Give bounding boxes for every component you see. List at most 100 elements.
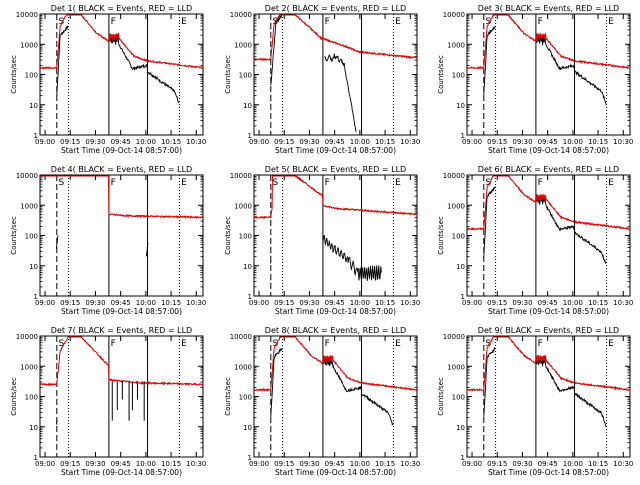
- lld-series-line: [466, 175, 631, 231]
- x-tick-label: 09:15: [487, 460, 507, 468]
- marker-label: E: [608, 339, 614, 349]
- y-tick-label: 100: [452, 72, 465, 80]
- y-tick-label: 10000: [443, 11, 465, 19]
- y-tick-label: 100: [25, 72, 38, 80]
- plot-frame: [466, 335, 631, 458]
- marker-label: F: [538, 339, 543, 349]
- x-tick-label: 09:15: [60, 460, 80, 468]
- x-tick-label: 10:15: [161, 138, 181, 146]
- events-series-line: [270, 13, 357, 133]
- y-axis-label: Counts/sec: [224, 377, 232, 416]
- x-tick-label: 09:15: [487, 138, 507, 146]
- x-axis-label: Start Time (09-Oct-14 08:57:00): [488, 468, 609, 477]
- x-tick-label: 09:00: [249, 460, 269, 468]
- y-axis-label: Counts/sec: [10, 377, 18, 416]
- y-tick-label: 1: [248, 293, 252, 301]
- lld-series-line: [253, 14, 418, 62]
- y-tick-label: 1000: [447, 363, 465, 371]
- x-tick-label: 09:30: [512, 460, 532, 468]
- y-tick-label: 10: [456, 102, 465, 110]
- marker-label: S: [485, 178, 491, 188]
- lld-series-line: [253, 175, 418, 220]
- x-tick-label: 09:30: [299, 138, 319, 146]
- x-tick-label: 09:30: [85, 138, 105, 146]
- marker-label: F: [325, 339, 330, 349]
- y-tick-label: 100: [25, 233, 38, 241]
- panel-title: Det 7( BLACK = Events, RED = LLD: [51, 326, 192, 335]
- x-tick-label: 09:00: [462, 138, 482, 146]
- x-tick-label: 10:15: [588, 138, 608, 146]
- y-tick-label: 100: [452, 233, 465, 241]
- lld-series-line: [466, 336, 631, 392]
- plot-frame: [253, 13, 418, 136]
- x-tick-label: 10:30: [186, 299, 206, 307]
- marker-label: E: [395, 17, 401, 27]
- y-axis-label: Counts/sec: [437, 216, 445, 255]
- events-series-line: [483, 346, 607, 427]
- y-tick-label: 1: [248, 132, 252, 140]
- y-tick-label: 10000: [230, 333, 252, 341]
- y-tick-label: 10000: [443, 333, 465, 341]
- y-tick-label: 10: [243, 263, 252, 271]
- detector-panel-6: Det 6( BLACK = Events, RED = LLD 1 10 100 10…: [437, 165, 633, 316]
- y-axis-label: Counts/sec: [10, 55, 18, 94]
- x-tick-label: 10:00: [350, 299, 370, 307]
- x-tick-label: 10:15: [375, 460, 395, 468]
- marker-label: F: [111, 339, 116, 349]
- x-tick-label: 10:00: [563, 138, 583, 146]
- x-tick-label: 09:00: [35, 138, 55, 146]
- marker-label: E: [181, 17, 187, 27]
- detector-panel-4: Det 4( BLACK = Events, RED = LLD 1 10 100 10…: [10, 165, 206, 316]
- y-tick-label: 10: [243, 102, 252, 110]
- x-tick-label: 10:30: [613, 460, 633, 468]
- detector-panel-9: Det 9( BLACK = Events, RED = LLD 1 10 100 10…: [437, 326, 633, 477]
- detector-panel-1: Det 1( BLACK = Events, RED = LLD 1 10 100 10…: [10, 4, 206, 155]
- y-tick-label: 10000: [230, 11, 252, 19]
- y-axis-label: Counts/sec: [437, 377, 445, 416]
- x-tick-label: 09:45: [325, 460, 345, 468]
- y-axis-label: Counts/sec: [437, 55, 445, 94]
- plot-frame: [39, 335, 204, 458]
- detector-panel-2: Det 2( BLACK = Events, RED = LLD 1 10 100 10…: [224, 4, 420, 155]
- plot-frame: [253, 335, 418, 458]
- marker-label: E: [181, 339, 187, 349]
- x-tick-label: 10:30: [613, 299, 633, 307]
- x-tick-label: 09:15: [274, 460, 294, 468]
- marker-label: E: [395, 178, 401, 188]
- x-tick-label: 10:30: [186, 460, 206, 468]
- panel-title: Det 8( BLACK = Events, RED = LLD: [265, 326, 406, 335]
- y-tick-label: 1000: [20, 202, 38, 210]
- marker-label: F: [538, 178, 543, 188]
- y-tick-label: 100: [239, 233, 252, 241]
- detector-panel-8: Det 8( BLACK = Events, RED = LLD 1 10 100 10…: [224, 326, 420, 477]
- y-tick-label: 1000: [234, 41, 252, 49]
- x-tick-label: 09:30: [299, 299, 319, 307]
- plot-frame: [466, 174, 631, 297]
- x-axis-label: Start Time (09-Oct-14 08:57:00): [488, 307, 609, 316]
- y-tick-label: 100: [25, 394, 38, 402]
- x-tick-label: 10:00: [563, 299, 583, 307]
- detector-panel-5: Det 5( BLACK = Events, RED = LLD 1 10 100 10…: [224, 165, 420, 316]
- lld-series-line: [40, 175, 204, 220]
- x-tick-label: 09:30: [85, 460, 105, 468]
- x-tick-label: 10:15: [161, 299, 181, 307]
- y-tick-label: 10000: [16, 172, 38, 180]
- marker-label: F: [325, 178, 330, 188]
- y-tick-label: 10: [29, 263, 38, 271]
- x-tick-label: 09:00: [462, 460, 482, 468]
- x-tick-label: 10:00: [136, 299, 156, 307]
- x-tick-label: 10:15: [588, 460, 608, 468]
- marker-label: F: [111, 17, 116, 27]
- x-tick-label: 09:45: [325, 138, 345, 146]
- marker-label: S: [58, 178, 64, 188]
- marker-label: E: [181, 178, 187, 188]
- marker-label: S: [272, 339, 278, 349]
- events-series-line: [55, 419, 58, 425]
- marker-label: S: [485, 17, 491, 27]
- y-tick-label: 10: [29, 102, 38, 110]
- marker-label: E: [608, 17, 614, 27]
- x-tick-label: 09:15: [487, 299, 507, 307]
- y-tick-label: 100: [239, 72, 252, 80]
- x-tick-label: 09:15: [60, 138, 80, 146]
